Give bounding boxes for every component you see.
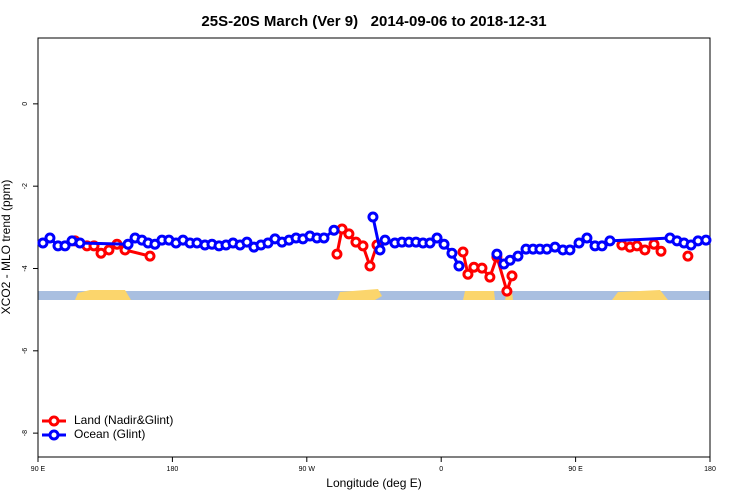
data-point <box>700 234 712 246</box>
data-point <box>655 245 667 257</box>
data-point <box>438 238 450 250</box>
data-point <box>564 244 576 256</box>
data-point <box>343 228 355 240</box>
data-point <box>44 232 56 244</box>
land-patch <box>612 290 668 300</box>
y-axis-label: XCO2 - MLO trend (ppm) <box>0 180 13 315</box>
data-point <box>328 224 340 236</box>
data-point <box>604 235 616 247</box>
land-patch <box>463 291 495 300</box>
legend-marker <box>48 415 60 427</box>
data-point <box>484 271 496 283</box>
plot-frame <box>37 37 711 458</box>
data-point <box>512 250 524 262</box>
data-point <box>506 270 518 282</box>
x-tick-label: 180 <box>167 466 179 473</box>
data-point <box>457 246 469 258</box>
x-tick-label: 0 <box>439 466 443 473</box>
data-point <box>374 244 386 256</box>
data-point <box>431 232 443 244</box>
data-point <box>501 285 513 297</box>
data-point <box>74 237 86 249</box>
y-tick-label: -4 <box>22 265 29 271</box>
data-point <box>318 232 330 244</box>
x-axis-label: Longitude (deg E) <box>326 476 421 490</box>
x-tick-label: 180 <box>704 466 716 473</box>
legend: Land (Nadir&Glint)Ocean (Glint) <box>42 413 173 441</box>
y-tick-label: -2 <box>22 183 29 189</box>
data-point <box>241 236 253 248</box>
data-point <box>573 237 585 249</box>
data-point <box>446 247 458 259</box>
data-point <box>59 240 71 252</box>
data-point <box>144 250 156 262</box>
data-point <box>379 234 391 246</box>
data-point <box>596 240 608 252</box>
data-point <box>491 248 503 260</box>
data-point <box>37 237 49 249</box>
data-point <box>364 260 376 272</box>
data-point <box>367 211 379 223</box>
data-point <box>476 262 488 274</box>
data-point <box>504 254 516 266</box>
y-tick-label: -6 <box>22 348 29 354</box>
land-patch <box>337 289 382 300</box>
land-patch <box>75 290 131 300</box>
y-tick-label: 0 <box>22 102 29 106</box>
data-point <box>648 238 660 250</box>
data-point <box>453 260 465 272</box>
legend-label: Ocean (Glint) <box>74 427 145 441</box>
y-tick-label: -8 <box>22 430 29 436</box>
data-point <box>331 248 343 260</box>
data-point <box>424 237 436 249</box>
data-point <box>122 238 134 250</box>
data-point <box>581 232 593 244</box>
legend-label: Land (Nadir&Glint) <box>74 413 173 427</box>
data-point <box>639 244 651 256</box>
chart-title: 25S-20S March (Ver 9) 2014-09-06 to 2018… <box>201 13 546 30</box>
data-point <box>682 250 694 262</box>
x-tick-label: 90 E <box>568 466 583 473</box>
data-point <box>462 268 474 280</box>
data-point <box>631 240 643 252</box>
data-point <box>357 240 369 252</box>
land-ocean-strip <box>38 289 710 300</box>
x-tick-label: 90 E <box>31 466 46 473</box>
legend-marker <box>48 429 60 441</box>
data-point <box>103 244 115 256</box>
x-tick-label: 90 W <box>299 466 316 473</box>
